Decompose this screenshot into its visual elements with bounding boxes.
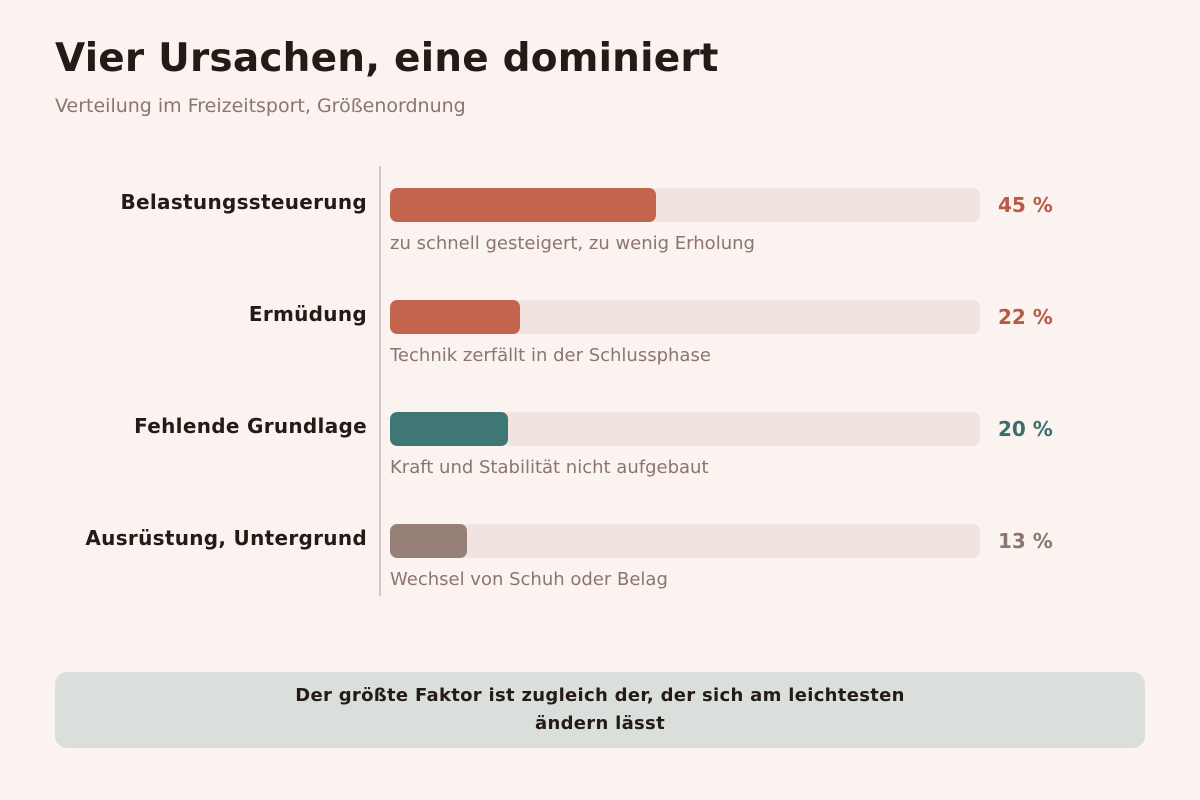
bar-row: Ausrüstung, Untergrund 13 % Wechsel von … (0, 524, 1200, 624)
category-label: Ermüdung (248, 302, 367, 326)
bar (390, 188, 656, 222)
value-label: 45 % (998, 193, 1053, 217)
bar-row: Belastungssteuerung 45 % zu schnell gest… (0, 188, 1200, 288)
bar-row: Fehlende Grundlage 20 % Kraft und Stabil… (0, 412, 1200, 512)
bar-track (390, 188, 980, 222)
bar-annotation: Wechsel von Schuh oder Belag (390, 569, 668, 590)
category-axis-line (379, 166, 381, 596)
chart-subtitle: Verteilung im Freizeitsport, Größenordnu… (55, 95, 466, 117)
value-label: 22 % (998, 305, 1053, 329)
category-label: Belastungssteuerung (120, 190, 367, 214)
category-label: Fehlende Grundlage (134, 414, 367, 438)
bar (390, 524, 467, 558)
bar-annotation: Kraft und Stabilität nicht aufgebaut (390, 457, 709, 478)
bar-track (390, 524, 980, 558)
chart-title: Vier Ursachen, eine dominiert (55, 36, 719, 81)
callout-text: Der größte Faktor ist zugleich der, der … (295, 685, 905, 734)
category-label: Ausrüstung, Untergrund (85, 526, 367, 550)
bar-track (390, 412, 980, 446)
bar (390, 300, 520, 334)
bar (390, 412, 508, 446)
bar-row: Ermüdung 22 % Technik zerfällt in der Sc… (0, 300, 1200, 400)
bar-annotation: zu schnell gesteigert, zu wenig Erholung (390, 233, 755, 254)
bar-annotation: Technik zerfällt in der Schlussphase (390, 345, 711, 366)
value-label: 20 % (998, 417, 1053, 441)
value-label: 13 % (998, 529, 1053, 553)
bar-track (390, 300, 980, 334)
takeaway-callout: Der größte Faktor ist zugleich der, der … (55, 672, 1145, 748)
